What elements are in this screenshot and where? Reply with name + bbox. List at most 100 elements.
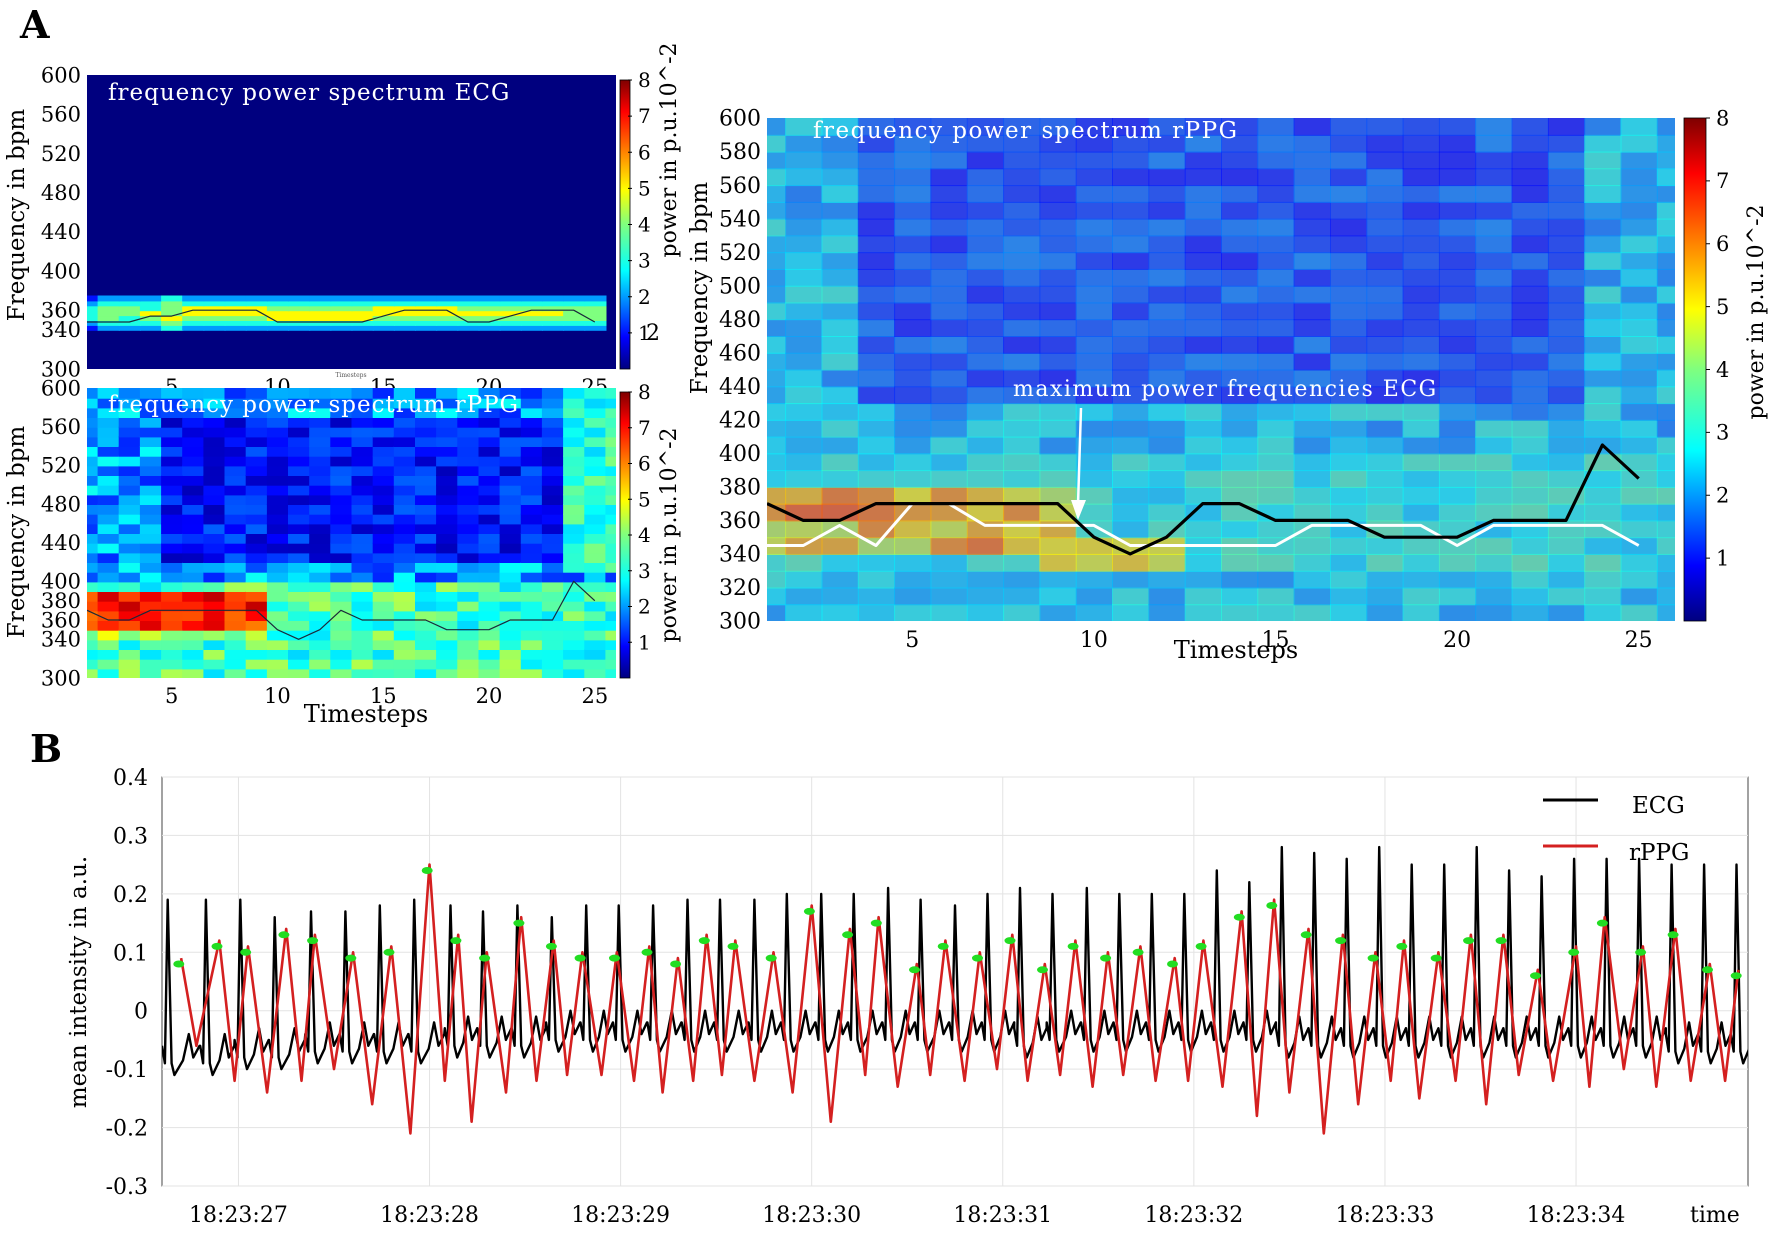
heatmap-cell — [224, 305, 247, 312]
heatmap-cell — [309, 600, 332, 612]
heatmap-cell — [288, 465, 311, 476]
heatmap-cell — [930, 570, 968, 589]
heatmap-cell — [1330, 503, 1368, 522]
heatmap-cell — [1221, 604, 1259, 621]
heatmap-cell — [767, 520, 787, 539]
heatmap-cell — [1075, 436, 1113, 455]
heatmap-cell — [894, 218, 932, 237]
heatmap-cell — [87, 446, 99, 457]
heatmap-cell — [372, 320, 395, 326]
peak-marker — [909, 966, 920, 974]
heatmap-cell — [372, 620, 395, 631]
heatmap-cell — [288, 504, 311, 515]
heatmap-cell — [309, 542, 332, 554]
heatmap-cell — [309, 407, 332, 418]
heatmap-cell — [87, 300, 99, 307]
heatmap-cell — [857, 553, 896, 572]
heatmap-cell — [605, 571, 616, 583]
heatmap-cell — [266, 552, 290, 563]
heatmap-cell — [1221, 503, 1259, 522]
heatmap-cell — [1511, 151, 1549, 170]
heatmap-cell — [1003, 302, 1041, 321]
heatmap-cell — [87, 315, 99, 321]
heatmap-cell — [1475, 403, 1513, 421]
heatmap-cell — [1148, 201, 1186, 220]
heatmap-cell — [203, 484, 226, 496]
heatmap-cell — [266, 426, 290, 438]
heatmap-cell — [139, 591, 163, 602]
heatmap-cell — [1402, 151, 1440, 170]
heatmap-cell — [309, 504, 332, 515]
heatmap-cell — [1293, 403, 1331, 421]
heatmap-cell — [372, 494, 395, 505]
heatmap-cell — [203, 455, 226, 467]
heatmap-cell — [87, 668, 99, 678]
heatmap-cell — [436, 610, 459, 621]
heatmap-cell — [161, 300, 184, 307]
heatmap-cell — [1584, 470, 1622, 488]
peak-marker — [1195, 942, 1207, 950]
heatmap-cell — [1584, 252, 1622, 270]
heatmap-cell — [182, 305, 205, 312]
heatmap-cell — [1112, 520, 1150, 539]
heatmap-cell — [266, 324, 290, 331]
heatmap-cell — [930, 218, 968, 237]
heatmap-cell — [1293, 553, 1331, 572]
heatmap-cell — [1039, 503, 1077, 522]
heatmap-cell — [499, 562, 522, 573]
heatmap-cell — [1438, 486, 1477, 505]
heatmap-cell — [1511, 403, 1549, 421]
heatmap-cell — [436, 668, 459, 678]
heatmap-cell — [1620, 151, 1658, 170]
heatmap-cell — [1257, 403, 1295, 421]
peak-marker — [1596, 919, 1608, 927]
heatmap-cell — [415, 320, 438, 326]
heatmap-cell — [288, 305, 311, 312]
heatmap-cell — [436, 552, 459, 563]
heatmap-cell — [351, 436, 374, 447]
heatmap-cell — [1438, 185, 1477, 203]
heatmap-cell — [966, 252, 1005, 270]
time-series-y-ticks: -0.3-0.2-0.100.10.20.30.4 — [106, 766, 148, 1200]
heatmap-cell — [309, 649, 332, 660]
y-tick-label: 520 — [41, 454, 81, 478]
time-series-grid — [162, 776, 1748, 1187]
heatmap-cell — [139, 320, 163, 326]
heatmap-cell — [436, 310, 459, 317]
heatmap-cell — [1438, 503, 1477, 522]
peak-marker — [1667, 931, 1679, 939]
heatmap-cell — [330, 552, 353, 563]
rppg-spectrum-small-x-ticks: 5 10 15 20 25 — [165, 684, 608, 708]
heatmap-cell — [1039, 369, 1077, 388]
heatmap-cell — [605, 610, 616, 621]
heatmap-cell — [857, 118, 896, 136]
heatmap-cell — [767, 369, 787, 388]
rppg-spectrum-small-title: frequency power spectrum rPPG — [108, 392, 519, 418]
heatmap-cell — [1003, 386, 1041, 405]
heatmap-cell — [203, 417, 226, 428]
colorbar-tick-label: 6 — [1716, 232, 1729, 256]
heatmap-cell — [1656, 118, 1675, 136]
heatmap-cell — [1475, 285, 1513, 304]
heatmap-cell — [1148, 486, 1186, 505]
heatmap-cell — [1003, 537, 1041, 555]
heatmap-cell — [139, 397, 163, 409]
colorbar-tick-label: 5 — [638, 176, 651, 200]
heatmap-cell — [1003, 570, 1041, 589]
heatmap-cell — [1656, 235, 1675, 254]
heatmap-cell — [478, 581, 501, 592]
heatmap-cell — [330, 315, 353, 321]
heatmap-cell — [785, 134, 823, 153]
heatmap-cell — [309, 455, 332, 467]
heatmap-cell — [1547, 285, 1586, 304]
heatmap-cell — [1547, 520, 1586, 539]
heatmap-cell — [1656, 285, 1675, 304]
heatmap-cell — [1547, 336, 1586, 354]
heatmap-cell — [203, 504, 226, 515]
heatmap-cell — [1656, 486, 1675, 505]
heatmap-cell — [393, 533, 416, 544]
heatmap-cell — [1547, 134, 1586, 153]
heatmap-cell — [857, 453, 896, 472]
heatmap-cell — [330, 455, 353, 467]
heatmap-cell — [966, 520, 1005, 539]
